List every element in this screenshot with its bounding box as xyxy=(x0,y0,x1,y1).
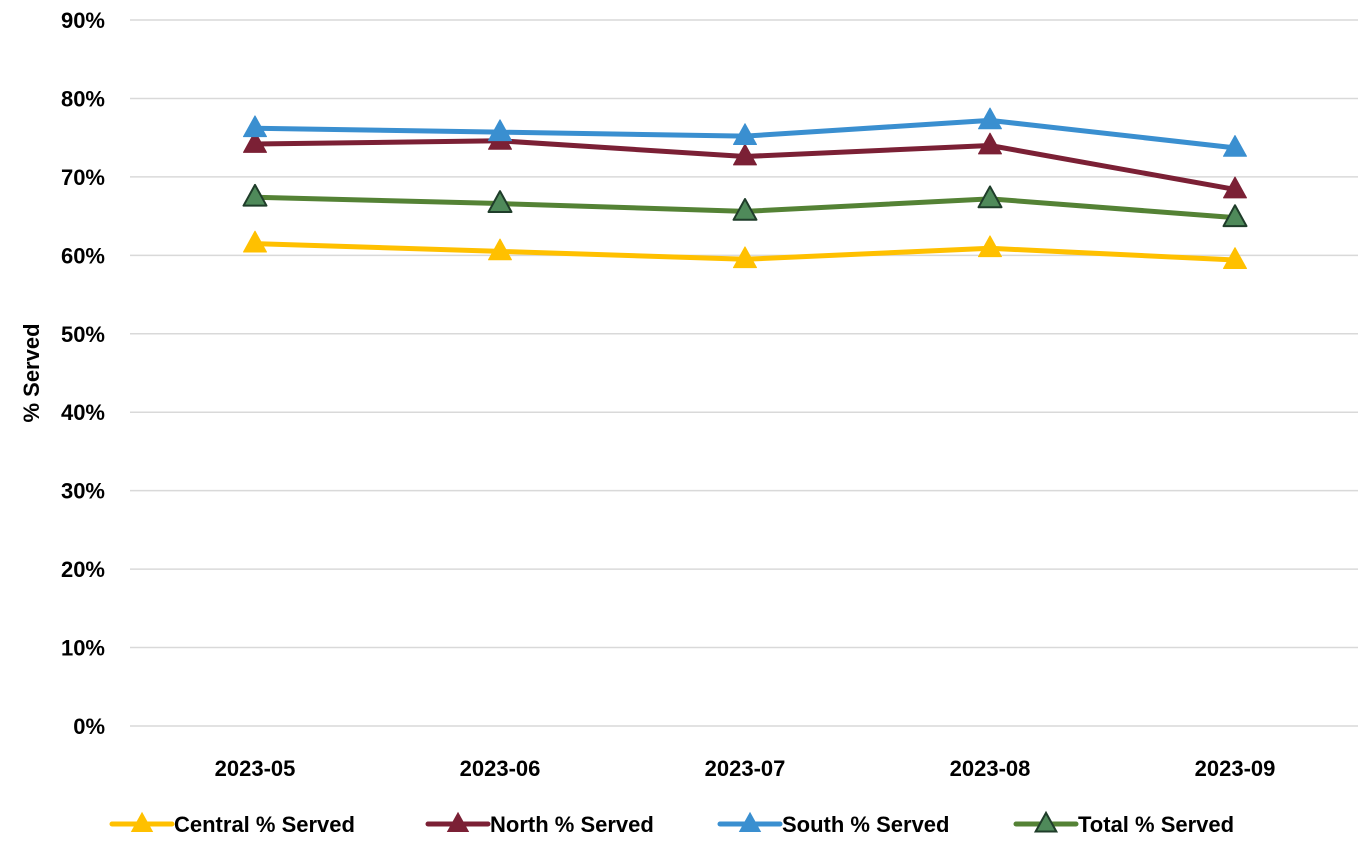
y-tick-label: 30% xyxy=(61,479,105,504)
legend-item: Central % Served xyxy=(109,811,355,837)
x-tick-label: 2023-09 xyxy=(1195,756,1276,781)
legend-swatch-marker xyxy=(130,811,154,833)
gridlines xyxy=(130,19,1358,727)
legend-label: Central % Served xyxy=(174,812,355,837)
data-point-marker xyxy=(978,235,1002,258)
y-tick-label: 10% xyxy=(61,636,105,661)
data-point-marker xyxy=(977,185,1003,209)
series-north-served xyxy=(243,127,1247,199)
legend-item: Total % Served xyxy=(1013,810,1234,837)
legend-label: South % Served xyxy=(782,812,949,837)
y-tick-label: 50% xyxy=(61,322,105,347)
data-point-marker xyxy=(242,183,268,207)
series-lines xyxy=(242,107,1248,269)
data-point-marker xyxy=(1223,134,1247,157)
data-point-marker xyxy=(243,230,267,253)
x-axis-tick-labels: 2023-05 2023-06 2023-07 2023-08 2023-09 xyxy=(215,756,1276,781)
series-central-served xyxy=(243,230,1247,269)
data-point-marker xyxy=(243,131,267,153)
data-point-marker xyxy=(488,119,512,142)
series-total-served xyxy=(242,183,1248,228)
y-tick-label: 80% xyxy=(61,86,105,111)
data-point-marker xyxy=(733,123,757,145)
legend-item: North % Served xyxy=(425,811,654,837)
legend-item: South % Served xyxy=(717,811,949,837)
y-tick-label: 40% xyxy=(61,400,105,425)
data-point-marker xyxy=(733,246,757,269)
data-point-marker xyxy=(1223,176,1247,199)
data-point-marker xyxy=(733,143,757,166)
y-tick-label: 20% xyxy=(61,557,105,582)
data-point-marker xyxy=(487,190,513,213)
data-point-marker xyxy=(978,132,1002,155)
legend-label: Total % Served xyxy=(1078,812,1234,837)
y-tick-label: 60% xyxy=(61,243,105,268)
data-point-marker xyxy=(243,115,267,138)
data-point-marker xyxy=(1223,247,1247,269)
legend-swatch-marker xyxy=(446,811,470,833)
y-axis-title: % Served xyxy=(19,323,44,422)
data-point-marker xyxy=(488,238,512,261)
x-tick-label: 2023-06 xyxy=(460,756,541,781)
x-tick-label: 2023-05 xyxy=(215,756,296,781)
y-tick-label: 0% xyxy=(73,714,105,739)
legend-swatch-marker xyxy=(738,811,762,833)
y-tick-label: 70% xyxy=(61,165,105,190)
legend-swatch-marker xyxy=(1033,810,1059,833)
x-tick-label: 2023-08 xyxy=(950,756,1031,781)
data-point-marker xyxy=(1222,204,1248,228)
legend-label: North % Served xyxy=(490,812,654,837)
data-point-marker xyxy=(732,198,758,221)
legend: Central % Served North % Served South % Se… xyxy=(109,810,1234,837)
series-south-served xyxy=(243,107,1247,157)
y-tick-label: 90% xyxy=(61,8,105,33)
x-tick-label: 2023-07 xyxy=(705,756,786,781)
data-point-marker xyxy=(978,107,1002,130)
y-axis-tick-labels: 0% 10% 20% 30% 40% 50% 60% 70% 80% 90% xyxy=(61,8,105,739)
